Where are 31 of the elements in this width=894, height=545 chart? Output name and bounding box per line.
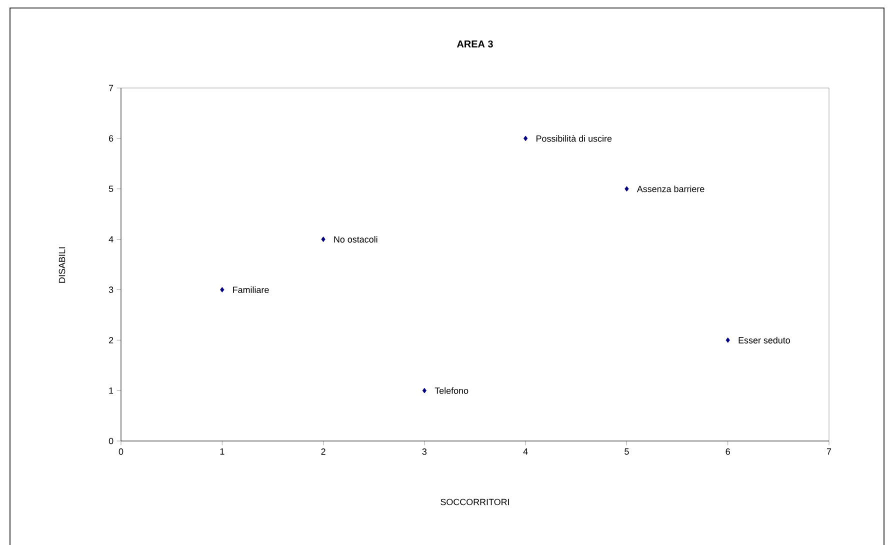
x-tick-label: 2 <box>321 448 326 455</box>
point <box>422 388 426 394</box>
x-tick-label: 1 <box>220 448 224 455</box>
annotation: Familiare <box>233 286 269 294</box>
x-tick-label: 0 <box>118 448 124 455</box>
point <box>726 337 730 343</box>
y-tick-label: 1 <box>109 387 114 394</box>
x-tick-label: 6 <box>726 448 730 455</box>
point <box>220 287 224 292</box>
x-tick-label: 4 <box>523 448 528 455</box>
point <box>524 136 528 142</box>
y-tick-label: 2 <box>109 337 114 344</box>
x-axis-title: SOCCORRITORI <box>440 498 509 506</box>
y-tick-label: 0 <box>108 438 114 444</box>
annotation: Assenza barriere <box>636 186 704 192</box>
y-tick-label: 5 <box>108 186 114 192</box>
y-axis-title: DISABILI <box>58 247 66 283</box>
annotation: Possibilità di uscire <box>536 135 612 142</box>
point <box>624 186 629 192</box>
y-tick-label: 3 <box>108 286 114 293</box>
x-tick-label: 3 <box>422 448 427 455</box>
x-tick-label: 5 <box>624 448 629 455</box>
y-tick-label: 6 <box>109 135 114 142</box>
chart-title: AREA 3 <box>456 40 493 48</box>
y-tick-label: 7 <box>109 84 114 92</box>
y-tick-label: 4 <box>108 236 114 242</box>
annotation: No ostacoli <box>334 236 378 243</box>
point <box>321 236 326 242</box>
x-tick-label: 7 <box>826 448 832 455</box>
annotation: Esser seduto <box>738 336 790 344</box>
annotation: Telefono <box>434 387 468 394</box>
